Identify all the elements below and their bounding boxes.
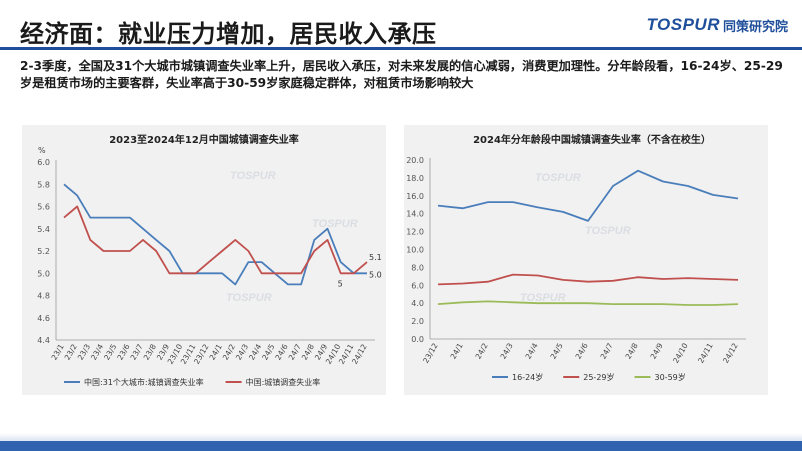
page-title: 经济面：就业压力增加，居民收入承压 — [20, 20, 437, 48]
x-tick-label: 24/9 — [649, 341, 665, 360]
x-tick-label: 23/8 — [142, 342, 158, 361]
x-tick-label: 24/8 — [300, 342, 316, 361]
legend-label: 中国:31个大城市:城镇调查失业率 — [84, 377, 204, 387]
x-tick-label: 23/2 — [63, 342, 79, 361]
x-tick-label: 23/4 — [89, 342, 105, 361]
data-label: 5 — [338, 279, 343, 288]
x-tick-label: 24/1 — [449, 341, 465, 360]
x-tick-label: 23/6 — [115, 342, 131, 361]
watermark: TOSPUR — [535, 172, 581, 184]
x-tick-label: 23/12 — [421, 341, 440, 364]
x-tick-label: 24/6 — [273, 342, 289, 361]
legend-label: 25-29岁 — [583, 372, 614, 382]
x-tick-label: 23/1 — [50, 342, 66, 361]
unemployment-chart: 2023至2024年12月中国城镇调查失业率% 4.4 4.6 4.8 5.0 5.2 5.… — [37, 133, 382, 387]
x-tick-label: 24/3 — [499, 341, 515, 360]
title-underline — [0, 47, 802, 50]
watermark: TOSPUR — [230, 170, 276, 182]
chart-title: 2023至2024年12月中国城镇调查失业率 — [109, 133, 299, 146]
y-tick-label: 5.0 — [37, 269, 50, 278]
x-tick-label: 23/5 — [102, 342, 118, 361]
footer-bar — [0, 441, 802, 451]
y-tick-label: 14.0 — [406, 210, 424, 219]
series-line — [437, 273, 739, 286]
legend-label: 中国:城镇调查失业率 — [246, 377, 321, 387]
x-tick-label: 24/4 — [524, 341, 540, 360]
series-line — [63, 183, 367, 286]
y-tick-label: 4.4 — [37, 336, 50, 345]
y-tick-label: 10.0 — [406, 246, 424, 255]
watermark: TOSPUR — [520, 292, 566, 304]
y-tick-label: 5.6 — [37, 203, 50, 212]
y-tick-label: 6.0 — [37, 158, 50, 167]
watermark: TOSPUR — [585, 225, 631, 237]
footer-fade — [0, 433, 802, 441]
series-line — [437, 169, 739, 222]
y-tick-label: 2.0 — [411, 317, 424, 326]
y-tick-label: 20.0 — [406, 156, 424, 165]
watermark: TOSPUR — [312, 218, 358, 230]
x-tick-label: 24/5 — [549, 341, 565, 360]
y-tick-label: 6.0 — [411, 281, 424, 290]
x-tick-label: 24/2 — [221, 342, 237, 361]
watermark: TOSPUR — [226, 292, 272, 304]
x-tick-label: 24/10 — [671, 341, 690, 364]
x-tick-label: 24/7 — [599, 341, 615, 360]
x-tick-label: 23/7 — [129, 342, 145, 361]
legend-label: 30-59岁 — [655, 372, 686, 382]
x-tick-label: 24/8 — [624, 341, 640, 360]
y-tick-label: 12.0 — [406, 228, 424, 237]
y-tick-label: 16.0 — [406, 192, 424, 201]
y-tick-label: 0.0 — [411, 335, 424, 344]
logo-subtitle: 同策研究院 — [722, 19, 788, 35]
x-tick-label: 24/4 — [247, 342, 263, 361]
y-tick-label: 5.4 — [37, 225, 50, 234]
data-label: 5.1 — [369, 253, 382, 262]
y-tick-label: 4.8 — [37, 292, 50, 301]
chart-panel-right: 2024年分年龄段中国城镇调查失业率（不含在校生） 0.0 2.0 4.0 6.0 8.0… — [404, 125, 768, 395]
y-tick-label: 4.0 — [411, 299, 424, 308]
x-tick-label: 24/7 — [287, 342, 303, 361]
y-tick-label: 5.2 — [37, 247, 50, 256]
x-tick-label: 24/1 — [208, 342, 224, 361]
y-tick-label: 4.6 — [37, 314, 50, 323]
chart-title: 2024年分年龄段中国城镇调查失业率（不含在校生） — [473, 133, 711, 146]
x-tick-label: 24/3 — [234, 342, 250, 361]
x-tick-label: 24/11 — [696, 341, 715, 364]
y-tick-label: 18.0 — [406, 174, 424, 183]
x-tick-label: 24/2 — [474, 341, 490, 360]
age-unemployment-chart: 2024年分年龄段中国城镇调查失业率（不含在校生） 0.0 2.0 4.0 6.0 8.0… — [406, 133, 746, 382]
x-tick-label: 24/6 — [574, 341, 590, 360]
brand-logo: TOSPUR 同策研究院 — [646, 15, 788, 35]
y-axis-label: % — [38, 146, 46, 155]
x-tick-label: 24/5 — [260, 342, 276, 361]
chart-panel-left: 2023至2024年12月中国城镇调查失业率% 4.4 4.6 4.8 5.0 5.2 5.… — [22, 125, 386, 395]
legend-label: 16-24岁 — [512, 372, 543, 382]
logo-mark: TOSPUR — [646, 15, 720, 34]
x-tick-label: 23/3 — [76, 342, 92, 361]
series-line — [63, 205, 368, 275]
series-line — [437, 300, 739, 306]
x-tick-label: 24/12 — [721, 341, 740, 364]
y-tick-label: 5.8 — [37, 180, 50, 189]
data-label: 5.0 — [369, 270, 382, 279]
y-tick-label: 8.0 — [411, 263, 424, 272]
description-text: 2-3季度，全国及31个大城市城镇调查失业率上升，居民收入承压，对未来发展的信心… — [20, 59, 783, 90]
